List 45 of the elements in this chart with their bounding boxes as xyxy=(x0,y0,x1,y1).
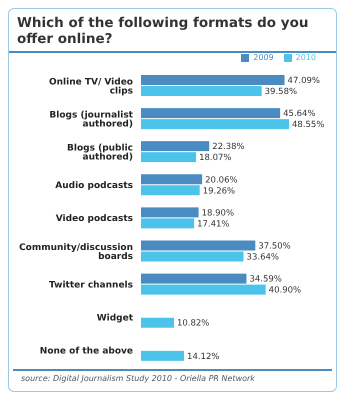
data-label: 10.82% xyxy=(176,318,210,329)
bar xyxy=(141,284,266,295)
bar xyxy=(141,86,262,96)
y-tick-label: Widget xyxy=(96,314,134,324)
data-label: 48.55% xyxy=(292,120,324,130)
y-tick-label: Blogs (journalist authored) xyxy=(49,110,134,130)
data-label: 34.59% xyxy=(249,274,282,285)
bar xyxy=(141,274,246,284)
y-tick-label: Blogs (public authored) xyxy=(67,143,133,162)
y-tick-label: Online TV/ Video clips xyxy=(48,77,133,96)
y-tick-label: Audio podcasts xyxy=(55,181,133,192)
bar xyxy=(141,240,256,251)
bar xyxy=(141,152,196,162)
data-label: 33.64% xyxy=(246,252,279,262)
bar xyxy=(141,318,174,328)
chart-title: Which of the following formats do you offer online? xyxy=(9,9,336,53)
y-tick-label: Twitter channels xyxy=(48,280,133,290)
bar xyxy=(141,141,210,152)
bar xyxy=(141,218,194,228)
bar xyxy=(141,207,199,218)
data-label: 14.12% xyxy=(187,352,220,362)
y-tick-label: Community/discussion boards xyxy=(19,242,133,262)
bar xyxy=(141,108,280,118)
data-label: 45.64% xyxy=(283,109,316,120)
y-tick-label: None of the above xyxy=(40,346,133,357)
data-label: 19.26% xyxy=(202,186,236,196)
bar xyxy=(141,350,184,361)
data-label: 39.58% xyxy=(264,86,298,97)
bar xyxy=(141,252,244,262)
data-label: 37.50% xyxy=(258,241,291,252)
bar xyxy=(141,185,200,196)
y-tick-label: Video podcasts xyxy=(56,214,133,224)
data-label: 17.41% xyxy=(197,219,230,230)
source-note: source: Digital Journalism Study 2010 - Oriella PR Network xyxy=(13,369,332,386)
data-label: 20.06% xyxy=(205,175,238,186)
data-label: 47.09% xyxy=(288,76,320,86)
data-label: 40.90% xyxy=(268,286,302,296)
bar xyxy=(141,119,289,130)
data-label: 18.90% xyxy=(202,208,234,218)
legend-label: 2010 xyxy=(296,53,316,62)
legend-label: 2009 xyxy=(253,53,274,62)
data-label: 22.38% xyxy=(212,142,245,152)
data-label: 18.07% xyxy=(199,153,232,164)
bar xyxy=(141,74,285,85)
bar xyxy=(141,174,202,184)
